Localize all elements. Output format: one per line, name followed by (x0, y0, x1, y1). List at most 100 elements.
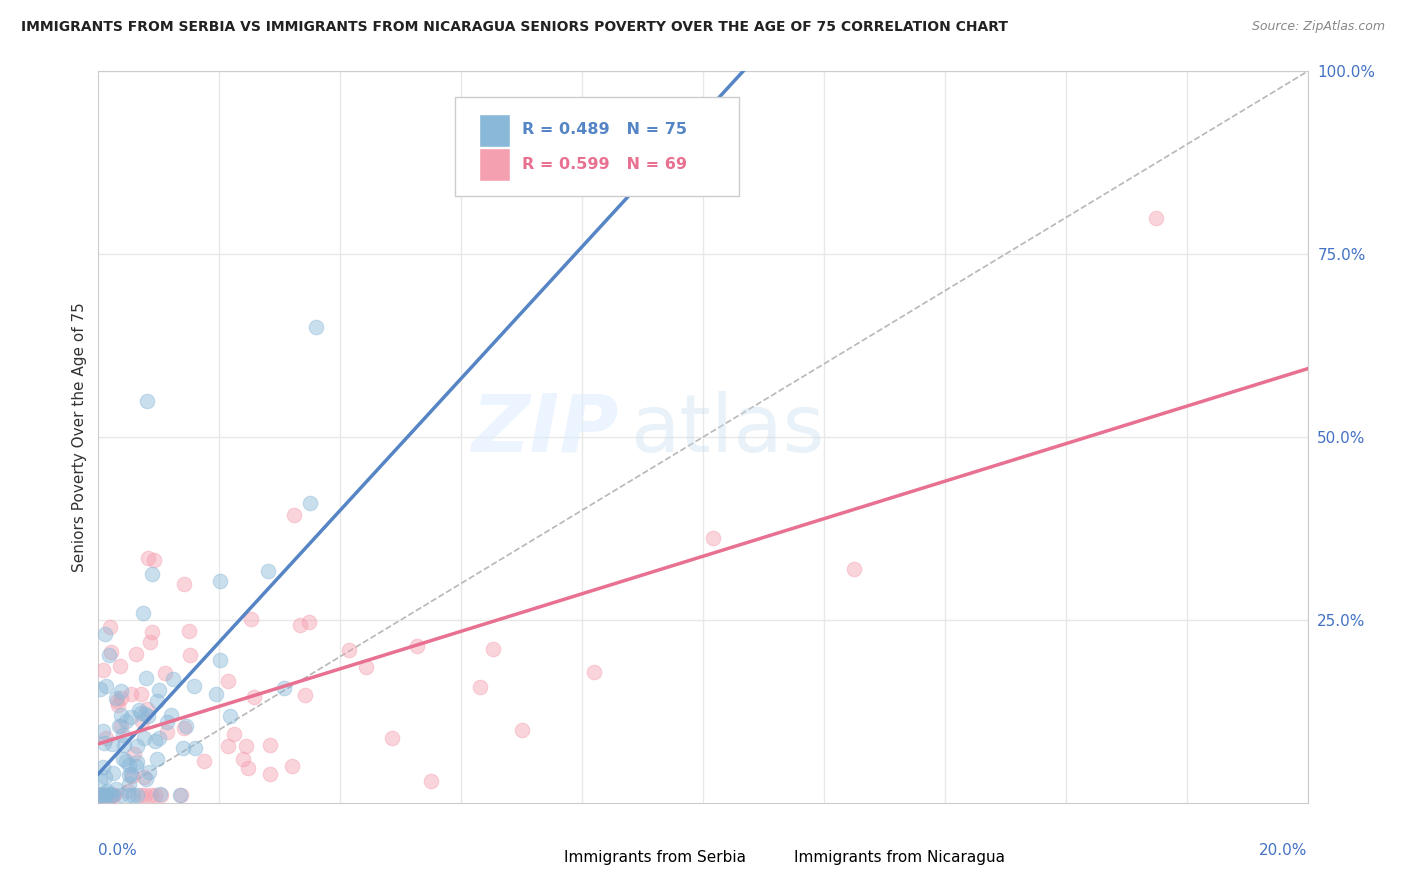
Text: 20.0%: 20.0% (1260, 843, 1308, 858)
Point (98, 648, 121, 662)
Point (94, 789, 117, 803)
Point (354, 660, 377, 674)
Text: IMMIGRANTS FROM SERBIA VS IMMIGRANTS FROM NICARAGUA SENIORS POVERTY OVER THE AGE: IMMIGRANTS FROM SERBIA VS IMMIGRANTS FRO… (21, 20, 1008, 34)
Point (283, 508, 305, 522)
Point (96, 784, 118, 798)
Point (170, 789, 193, 803)
Point (89, 789, 111, 803)
Point (305, 320, 328, 334)
Point (89, 789, 111, 803)
Point (110, 690, 132, 705)
Point (117, 784, 139, 798)
Text: atlas: atlas (630, 391, 825, 469)
Point (156, 725, 179, 739)
Point (172, 740, 194, 755)
Point (143, 733, 166, 747)
Point (232, 752, 254, 766)
Point (148, 683, 170, 698)
Point (91, 724, 114, 739)
Point (108, 719, 131, 733)
Bar (479, 114, 509, 146)
Point (118, 789, 141, 803)
Point (112, 738, 135, 752)
Point (101, 789, 124, 803)
Text: R = 0.489   N = 75: R = 0.489 N = 75 (522, 122, 686, 137)
Point (160, 708, 183, 723)
Point (149, 787, 172, 801)
Point (193, 754, 215, 768)
Point (103, 789, 125, 803)
Point (135, 672, 157, 686)
Point (482, 641, 505, 656)
Point (118, 768, 141, 782)
Point (208, 653, 231, 667)
Point (122, 747, 145, 761)
Point (146, 751, 169, 765)
Point (217, 739, 239, 753)
Point (420, 773, 443, 788)
Point (125, 759, 148, 773)
Point (118, 758, 141, 772)
Point (406, 639, 429, 653)
Point (134, 707, 156, 722)
Point (183, 679, 205, 693)
Point (89, 773, 111, 788)
Point (273, 681, 295, 695)
Text: Source: ZipAtlas.com: Source: ZipAtlas.com (1251, 20, 1385, 33)
Point (844, 562, 866, 576)
Point (103, 789, 125, 803)
Point (702, 531, 724, 545)
Point (143, 553, 166, 567)
Point (101, 765, 124, 780)
Point (120, 767, 142, 781)
Point (101, 789, 124, 803)
Point (205, 687, 228, 701)
Text: R = 0.599   N = 69: R = 0.599 N = 69 (522, 157, 686, 172)
Point (510, 723, 533, 737)
Y-axis label: Seniors Poverty Over the Age of 75: Seniors Poverty Over the Age of 75 (72, 302, 87, 572)
Point (139, 789, 162, 803)
Point (108, 659, 131, 673)
Point (1146, 211, 1168, 225)
Point (259, 767, 281, 781)
Point (134, 731, 156, 745)
Point (125, 755, 148, 769)
Point (94, 789, 117, 803)
Point (131, 789, 153, 803)
Point (173, 721, 195, 735)
Point (93, 736, 115, 750)
Point (111, 752, 134, 766)
Point (100, 645, 122, 659)
Point (259, 738, 281, 752)
Point (468, 680, 491, 694)
Point (110, 719, 132, 733)
Point (110, 708, 132, 723)
Point (98, 620, 121, 634)
Point (128, 703, 150, 717)
Point (91, 663, 114, 677)
Point (104, 690, 127, 705)
Point (107, 698, 129, 712)
Point (127, 739, 149, 754)
Point (134, 770, 156, 784)
Point (110, 684, 132, 698)
Point (162, 673, 184, 687)
Point (96, 731, 118, 746)
Point (94, 626, 117, 640)
Point (183, 741, 205, 756)
Point (91, 788, 114, 802)
Point (179, 648, 201, 663)
Point (120, 709, 142, 723)
Bar (479, 148, 509, 181)
Point (138, 708, 160, 723)
Point (125, 789, 148, 803)
Point (294, 688, 316, 702)
Point (298, 615, 321, 629)
Point (218, 709, 240, 723)
Point (179, 624, 201, 639)
Point (120, 687, 142, 701)
Point (290, 617, 312, 632)
Point (94, 770, 117, 784)
Point (121, 769, 143, 783)
Point (91, 760, 114, 774)
